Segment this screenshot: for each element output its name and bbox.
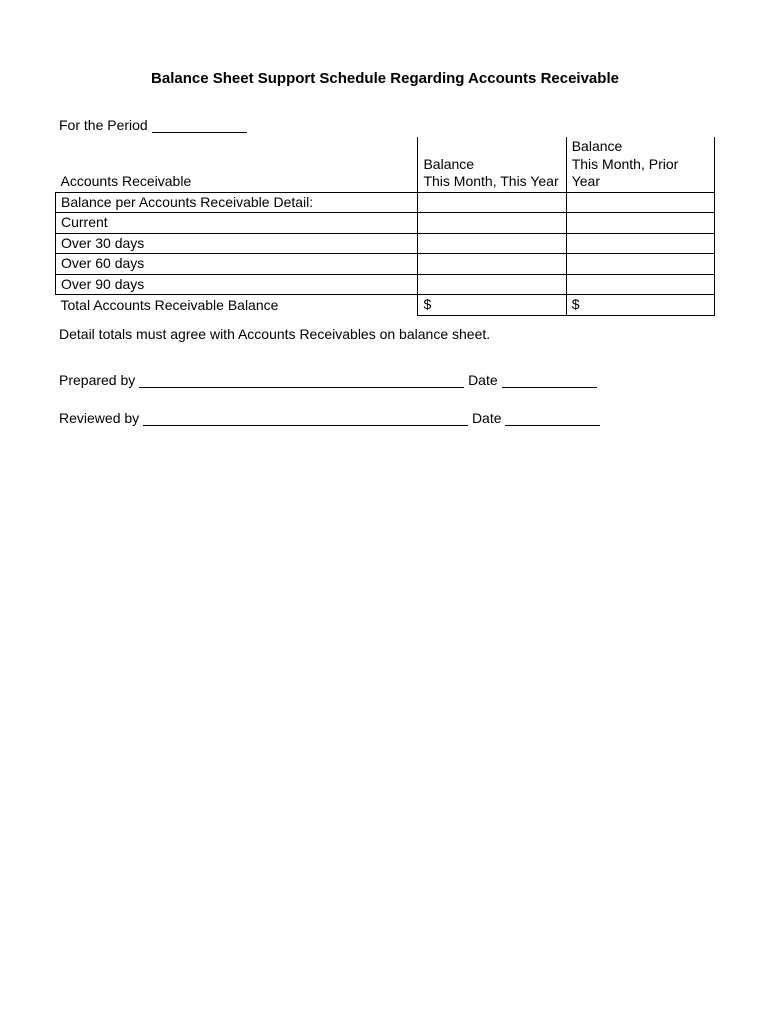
row-label: Over 60 days xyxy=(56,254,418,275)
prepared-by-blank[interactable] xyxy=(139,387,464,388)
prepared-by-label: Prepared by xyxy=(59,372,135,388)
section-header-row: Balance per Accounts Receivable Detail: xyxy=(56,192,715,213)
agreement-note: Detail totals must agree with Accounts R… xyxy=(55,326,715,342)
table-row: Over 60 days xyxy=(56,254,715,275)
total-label: Total Accounts Receivable Balance xyxy=(56,295,418,316)
table-row: Over 90 days xyxy=(56,274,715,295)
section-header-cell: Balance per Accounts Receivable Detail: xyxy=(56,192,418,213)
row-prior-year[interactable] xyxy=(566,213,714,234)
reviewed-by-label: Reviewed by xyxy=(59,410,139,426)
prepared-by-line: Prepared by Date xyxy=(55,372,715,388)
total-prior-year[interactable]: $ xyxy=(566,295,714,316)
table-row: Over 30 days xyxy=(56,233,715,254)
row-label: Over 90 days xyxy=(56,274,418,295)
period-line: For the Period xyxy=(55,117,715,133)
row-this-year[interactable] xyxy=(418,254,566,275)
row-this-year[interactable] xyxy=(418,233,566,254)
row-prior-year[interactable] xyxy=(566,233,714,254)
row-label: Over 30 days xyxy=(56,233,418,254)
row-label: Current xyxy=(56,213,418,234)
header-col2: Balance This Month, This Year xyxy=(418,137,566,192)
period-blank[interactable] xyxy=(152,132,247,133)
page-title: Balance Sheet Support Schedule Regarding… xyxy=(55,70,715,87)
row-this-year[interactable] xyxy=(418,274,566,295)
total-this-year[interactable]: $ xyxy=(418,295,566,316)
row-prior-year[interactable] xyxy=(566,254,714,275)
header-col1: Accounts Receivable xyxy=(56,137,418,192)
reviewed-date-blank[interactable] xyxy=(505,425,600,426)
prepared-date-label: Date xyxy=(468,372,498,388)
prepared-date-blank[interactable] xyxy=(502,387,597,388)
reviewed-by-blank[interactable] xyxy=(143,425,468,426)
section-header-val2[interactable] xyxy=(566,192,714,213)
section-header-val1[interactable] xyxy=(418,192,566,213)
period-label: For the Period xyxy=(59,117,148,133)
table-row: Current xyxy=(56,213,715,234)
accounts-receivable-table: Accounts Receivable Balance This Month, … xyxy=(55,137,715,316)
header-col3: Balance This Month, Prior Year xyxy=(566,137,714,192)
reviewed-date-label: Date xyxy=(472,410,502,426)
total-row: Total Accounts Receivable Balance $ $ xyxy=(56,295,715,316)
reviewed-by-line: Reviewed by Date xyxy=(55,410,715,426)
row-prior-year[interactable] xyxy=(566,274,714,295)
table-header-row: Accounts Receivable Balance This Month, … xyxy=(56,137,715,192)
row-this-year[interactable] xyxy=(418,213,566,234)
